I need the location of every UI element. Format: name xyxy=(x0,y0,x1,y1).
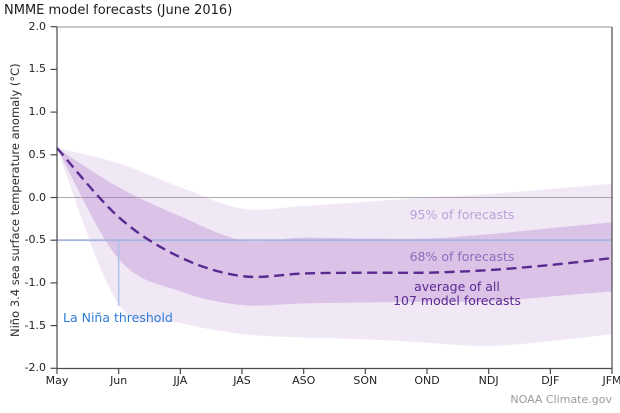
band-95-percent xyxy=(57,148,612,347)
y-tick-label: -1.0 xyxy=(24,275,46,289)
forecast-mean-line xyxy=(56,147,613,279)
x-tick-label: SON xyxy=(353,374,378,387)
x-tick-label: Jun xyxy=(110,374,128,387)
mean-label-line2: 107 model forecasts xyxy=(393,292,521,308)
y-tick-label: -1.5 xyxy=(24,318,46,332)
band95-label: 95% of forecasts xyxy=(409,207,515,222)
mean-label: average of all 107 model forecasts xyxy=(377,280,537,307)
x-tick-label: ASO xyxy=(292,374,316,387)
y-tick-label: 0.5 xyxy=(28,147,47,161)
mean-label-line1: average of all xyxy=(414,279,500,294)
la-nina-threshold-label: La Niña threshold xyxy=(63,310,173,325)
x-tick-label: JFM xyxy=(602,374,620,387)
x-tick-label: OND xyxy=(414,374,440,387)
band-68-percent xyxy=(57,148,612,306)
chart-title: NMME model forecasts (June 2016) xyxy=(4,3,233,18)
x-tick-label: JJA xyxy=(173,374,188,387)
x-tick-label: May xyxy=(45,374,69,387)
y-tick-label: 0.0 xyxy=(28,190,47,204)
y-tick-label: 1.5 xyxy=(28,62,47,76)
y-tick-label: -2.0 xyxy=(24,361,46,375)
source-credit: NOAA Climate.gov xyxy=(510,393,612,406)
y-tick-label: -0.5 xyxy=(24,233,46,247)
band68-label: 68% of forecasts xyxy=(409,249,515,264)
x-tick-label: NDJ xyxy=(478,374,499,387)
y-tick-label: 2.0 xyxy=(28,19,47,33)
x-tick-label: DJF xyxy=(541,374,560,387)
y-tick-label: 1.0 xyxy=(28,105,47,119)
x-tick-label: JAS xyxy=(233,374,251,387)
